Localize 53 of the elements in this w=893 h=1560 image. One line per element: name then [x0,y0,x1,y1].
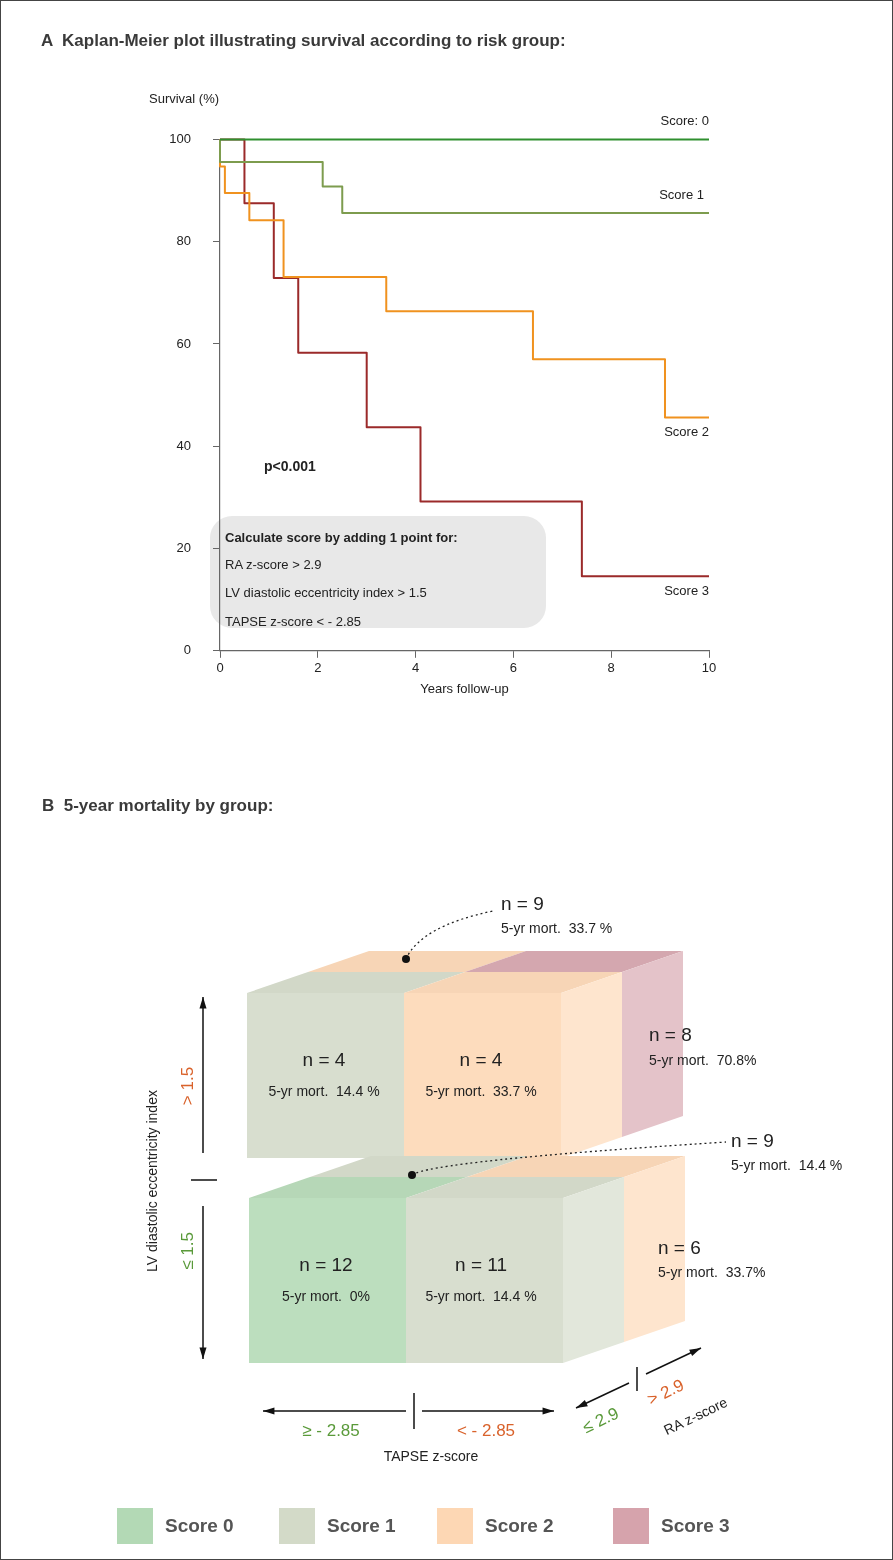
text: ≤ 2.9 [579,1403,622,1438]
category-label: Score 1 [327,1515,396,1537]
series-label: Score 1 [659,186,704,202]
text: ≥ - 2.85 [302,1420,360,1440]
text: LV diastolic eccentricity index [143,1090,160,1272]
text: n = 4 [459,1049,503,1071]
y-axis-title: Survival (%) [149,90,220,106]
y-tick-label: 80 [176,233,191,249]
text: n = 11 [455,1254,507,1276]
series-label: Score 3 [664,582,709,598]
category-label: Score 2 [485,1515,554,1537]
text: ≤ 1.5 [177,1232,197,1270]
x-tick-label: 4 [411,660,420,676]
text: n = 4 [302,1049,346,1071]
x-tick-label: 10 [701,660,717,676]
text: 5-yr mort. 14.4 % [425,1287,537,1304]
text: > 1.5 [177,1066,197,1106]
text: TAPSE z-score [383,1447,479,1464]
x-axis-title: Years follow-up [420,680,509,696]
text: < - 2.85 [456,1420,516,1440]
y-tick-label: 20 [176,540,191,556]
text: 5-yr mort. 0% [282,1287,370,1304]
y-tick-label: 40 [176,437,191,453]
annotation: LV diastolic eccentricity index > 1.5 [225,585,427,601]
x-tick-label: 6 [509,660,518,676]
x-tick-label: 2 [314,660,322,676]
series-label: Score 2 [664,424,709,440]
y-tick-label: 100 [169,130,191,146]
text: > 2.9 [644,1375,688,1410]
text: 5-yr mort. 33.7% [658,1263,766,1280]
text: n = 8 [649,1024,692,1046]
text: 5-yr mort. 33.7 % [425,1082,537,1099]
text: 5-yr mort. 70.8% [649,1051,757,1068]
text: 5-yr mort. 14.4 % [268,1082,380,1099]
text: n = 9 [501,893,544,915]
chart-title: A Kaplan-Meier plot illustrating survival according to risk group: [41,30,566,50]
y-tick-label: 0 [183,642,191,658]
annotation: TAPSE z-score < - 2.85 [225,613,361,629]
x-tick-label: 0 [216,660,224,676]
y-tick-label: 60 [176,335,191,351]
text: 5-yr mort. 33.7 % [501,919,613,936]
text: n = 12 [299,1254,353,1276]
category-label: Score 0 [165,1515,234,1537]
series-label: Score: 0 [660,112,709,128]
text: B 5-year mortality by group: [42,795,274,815]
text: n = 6 [658,1237,701,1259]
text: 5-yr mort. 14.4 % [731,1156,843,1173]
annotation: RA z-score > 2.9 [225,556,322,572]
x-tick-label: 8 [607,660,615,676]
category-label: Score 3 [661,1515,730,1537]
annotation: p<0.001 [264,458,316,475]
annotation: Calculate score by adding 1 point for: [225,529,458,545]
text: n = 9 [731,1130,774,1152]
